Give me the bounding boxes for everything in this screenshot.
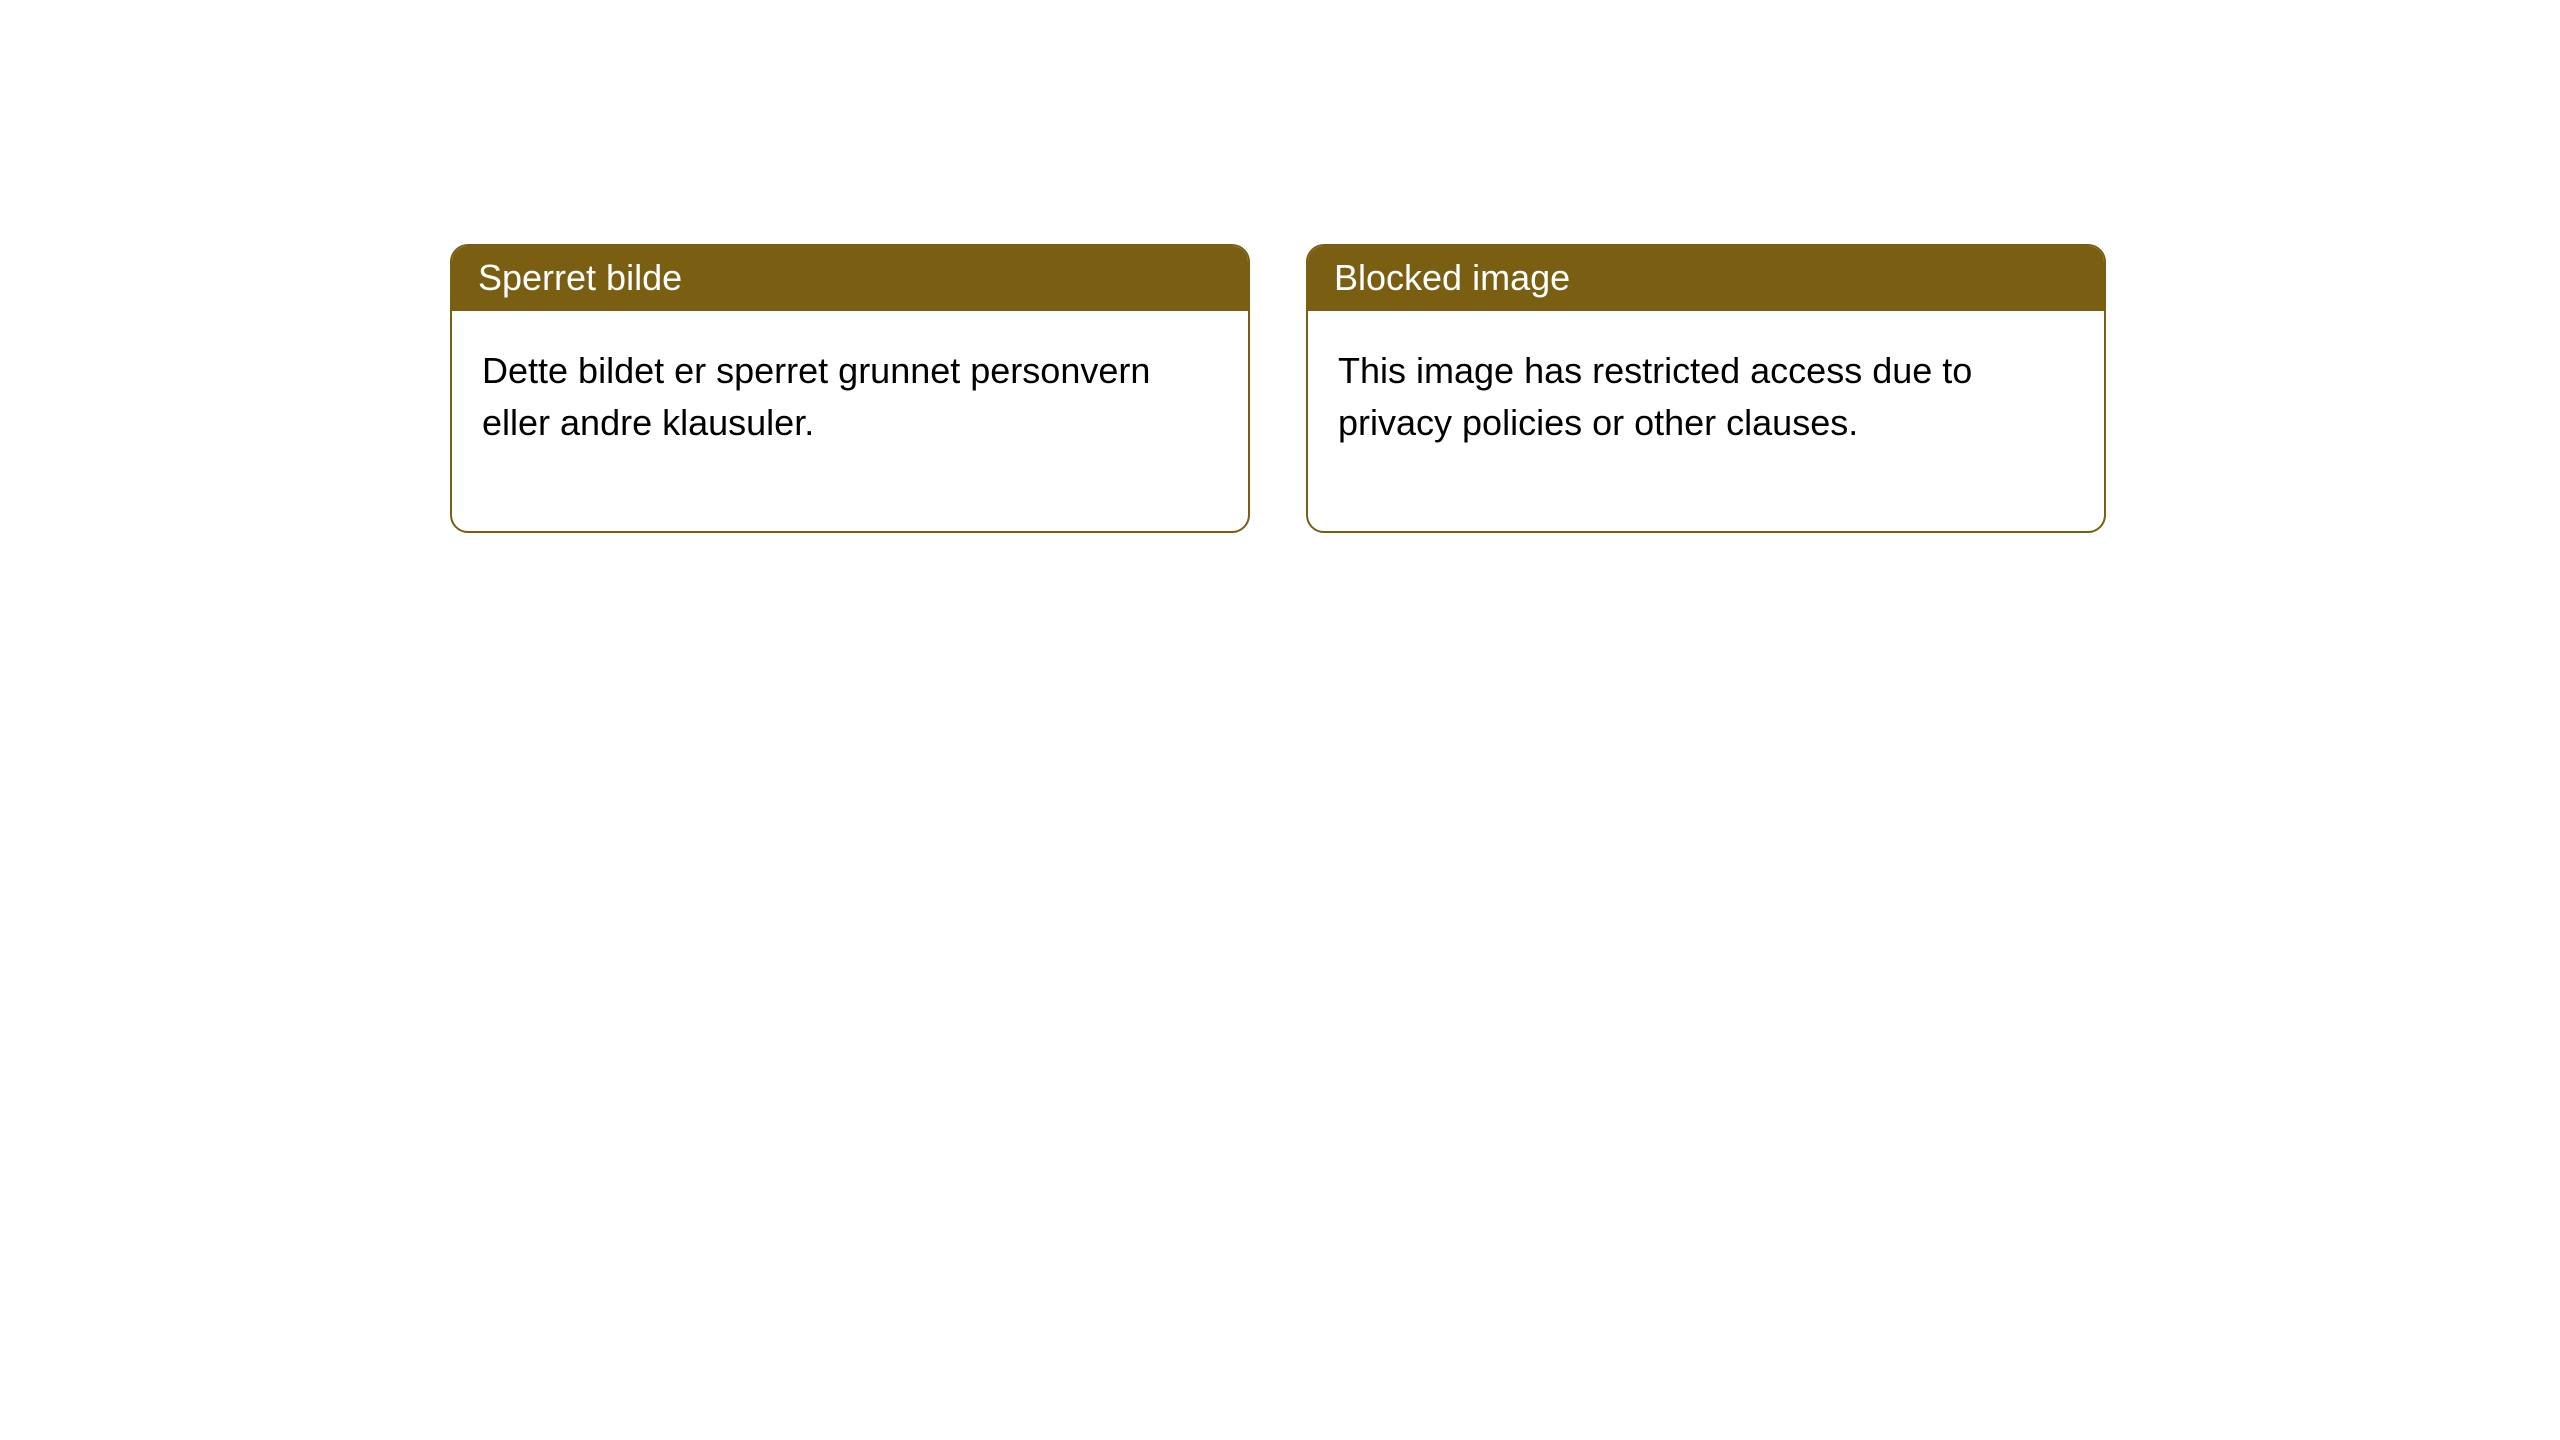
notice-card-body: This image has restricted access due to … bbox=[1308, 311, 2104, 531]
notice-card-title: Blocked image bbox=[1308, 246, 2104, 311]
notice-card-title: Sperret bilde bbox=[452, 246, 1248, 311]
notice-container: Sperret bilde Dette bildet er sperret gr… bbox=[0, 0, 2560, 533]
notice-card-english: Blocked image This image has restricted … bbox=[1306, 244, 2106, 533]
notice-card-body: Dette bildet er sperret grunnet personve… bbox=[452, 311, 1248, 531]
notice-card-norwegian: Sperret bilde Dette bildet er sperret gr… bbox=[450, 244, 1250, 533]
